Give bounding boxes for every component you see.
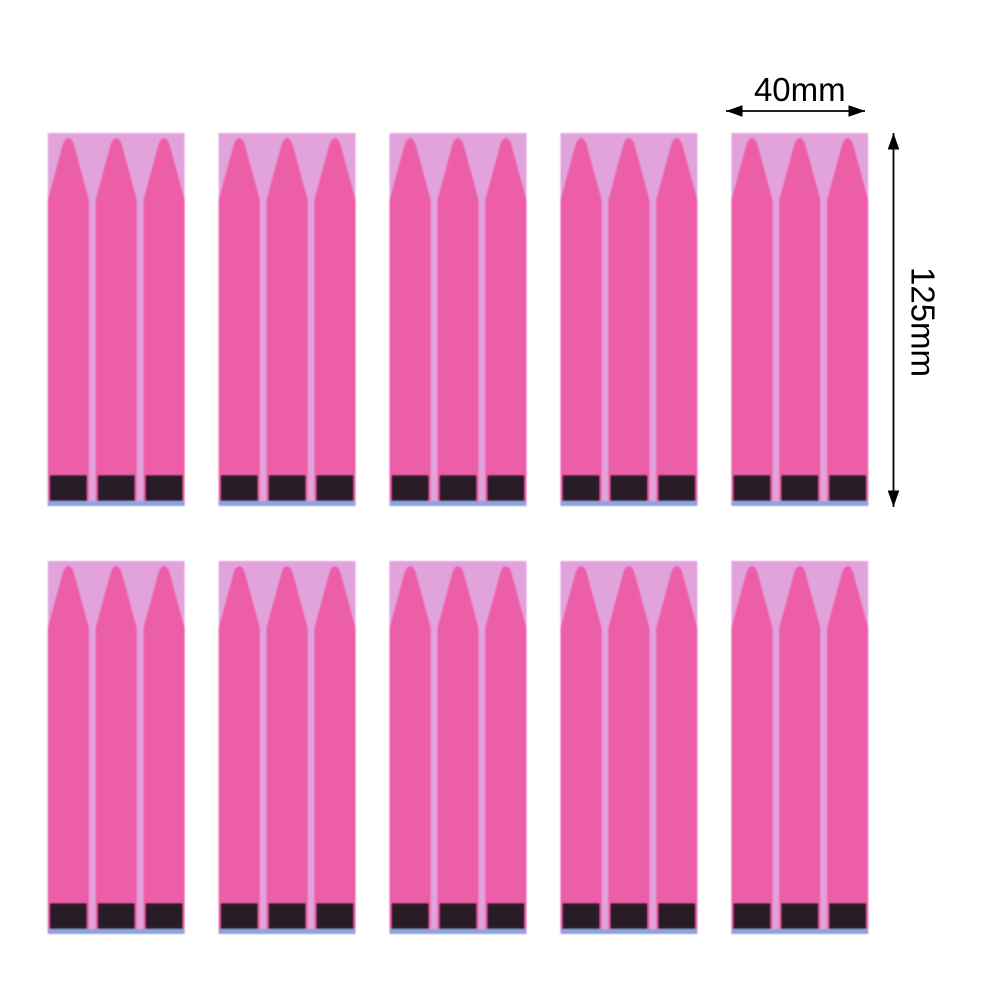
svg-text:125mm: 125mm <box>904 267 941 377</box>
svg-text:40mm: 40mm <box>754 71 846 108</box>
